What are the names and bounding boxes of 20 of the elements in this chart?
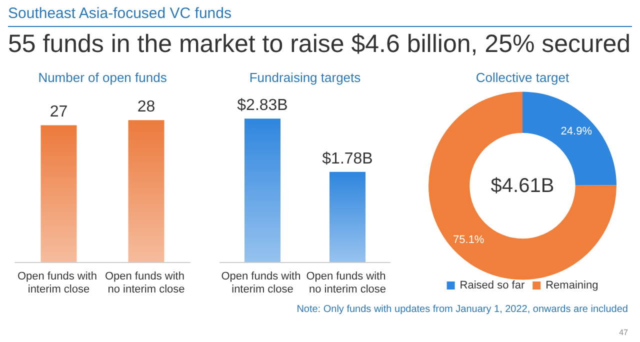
legend-label: Remaining [546,280,598,292]
text: Note: Only funds with updates from January 1, 2022, onwards are included [296,304,628,315]
text: Southeast Asia-focused VC funds [8,5,232,22]
text: $4.61B [490,175,554,197]
data-label: 28 [137,98,156,116]
x-tick-label: Open funds with no interim close [306,270,389,296]
text: 55 funds in the market to raise $4.6 billion, 25% secured [8,30,631,59]
data-label: 75.1% [453,234,484,246]
text: 47 [619,328,628,337]
data-label: 27 [50,104,68,121]
chart-title: Fundraising targets [249,70,362,85]
data-label: 24.9% [560,126,592,138]
chart-title: Number of open funds [38,70,168,85]
legend-label: Raised so far [460,280,525,292]
chart-title: Collective target [476,70,570,85]
data-label: $1.78B [322,150,373,168]
x-tick-label: Open funds with interim close [17,270,100,296]
data-label: $2.83B [237,97,288,114]
x-tick-label: Open funds with interim close [221,270,304,296]
x-tick-label: Open funds with no interim close [104,270,188,296]
